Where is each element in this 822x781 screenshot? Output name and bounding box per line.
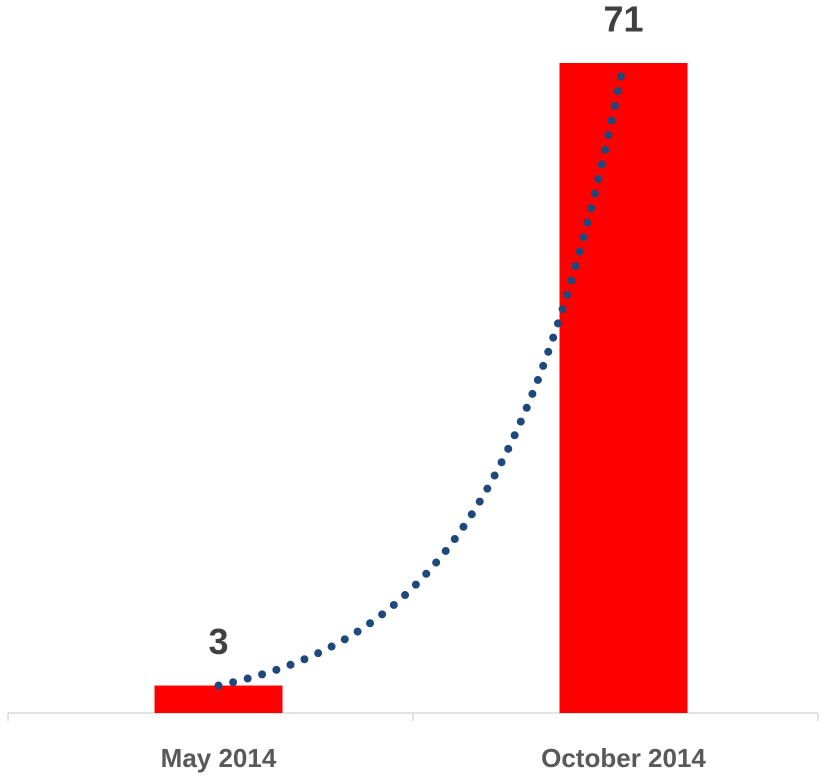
bar	[154, 685, 283, 713]
data-label: 3	[208, 621, 228, 662]
data-label: 71	[603, 0, 643, 40]
bar	[559, 63, 688, 713]
x-tick-label: October 2014	[541, 743, 706, 773]
x-tick-label: May 2014	[161, 743, 277, 773]
